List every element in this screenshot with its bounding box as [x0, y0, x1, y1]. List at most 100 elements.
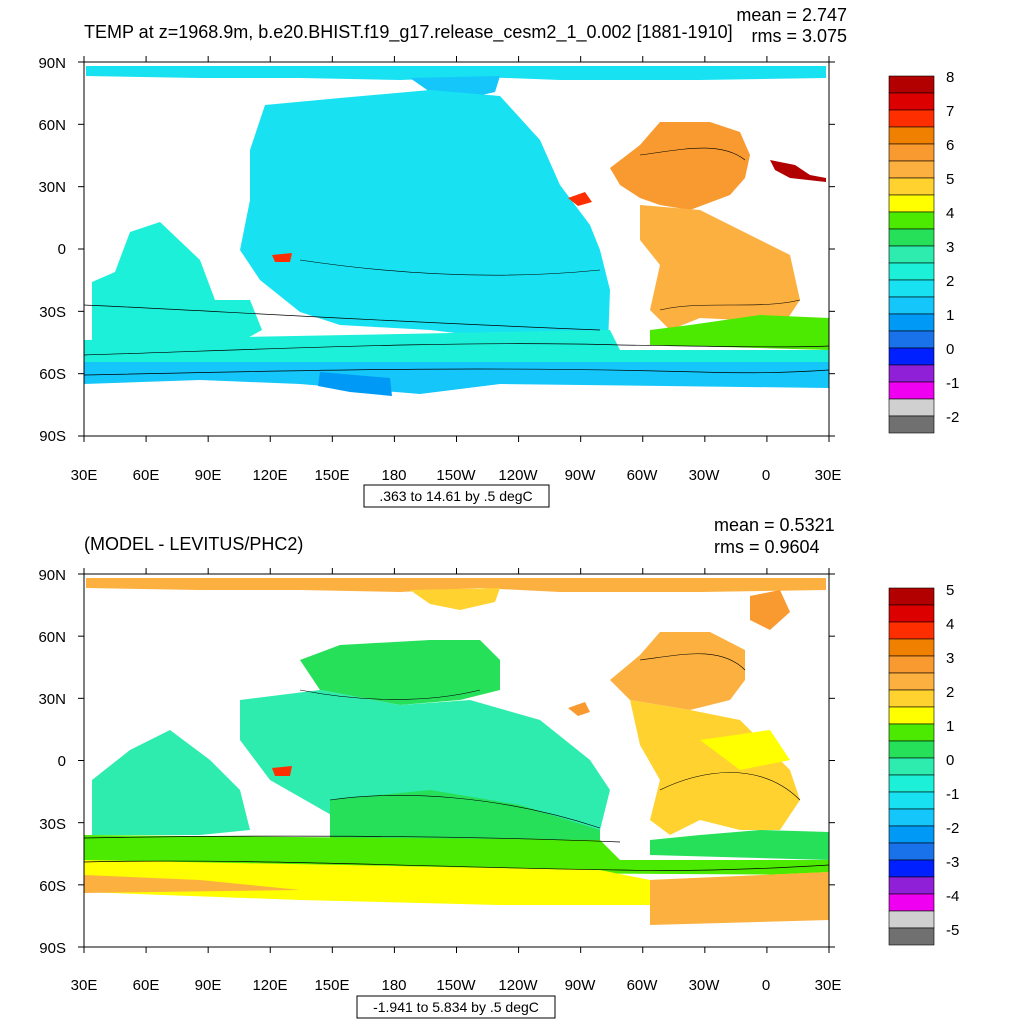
lon-label: 150W — [436, 467, 476, 484]
panel-1-lat-labels: 90N 60N 30N 0 30S 60S 90S — [38, 55, 66, 445]
indonesia-hot-spot — [272, 766, 292, 776]
southern-band-1 — [84, 330, 829, 362]
lat-label: 60N — [38, 117, 66, 134]
lat-label: 60N — [38, 629, 66, 646]
contour-6 — [659, 772, 801, 801]
lon-label: 120W — [498, 977, 538, 994]
lon-label: 90E — [195, 467, 222, 484]
panel-1-info-box: .363 to 14.61 by .5 degC — [363, 484, 550, 508]
colorbar-box — [888, 109, 935, 128]
lon-label: 180 — [381, 977, 406, 994]
lon-label: 150E — [314, 467, 349, 484]
lat-label: 0 — [58, 753, 66, 770]
panel-2-colorbar: 5 4 3 2 1 0 -1 -2 -3 -4 -5 — [888, 582, 959, 946]
colorbar-box — [888, 262, 935, 281]
colorbar-label: 8 — [946, 69, 954, 86]
contour-2 — [84, 860, 829, 871]
gulf-spot — [568, 702, 590, 716]
lon-label: 0 — [762, 467, 770, 484]
colorbar-box — [888, 638, 935, 657]
panel-2-colorbar-labels: 5 4 3 2 1 0 -1 -2 -3 -4 -5 — [946, 582, 959, 939]
colorbar-box — [888, 347, 935, 366]
panel-2-title: (MODEL - LEVITUS/PHC2) — [84, 534, 303, 554]
colorbar-box — [888, 910, 935, 929]
atlantic-north — [610, 632, 745, 710]
pacific-north — [300, 640, 500, 705]
colorbar-label: 1 — [946, 307, 954, 324]
colorbar-box — [888, 791, 935, 810]
colorbar-box — [888, 706, 935, 725]
colorbar-box — [888, 808, 935, 827]
nordic-sea-patch — [750, 590, 790, 630]
arctic-cold-patch — [410, 76, 500, 100]
panel-2-rms: rms = 0.9604 — [714, 537, 820, 557]
colorbar-label: 3 — [946, 650, 954, 667]
colorbar-box — [888, 757, 935, 776]
colorbar-label: -1 — [946, 786, 959, 803]
panel-1-lon-labels: 30E 60E 90E 120E 150E 180 150W 120W 90W … — [71, 467, 842, 484]
colorbar-label: 0 — [946, 341, 954, 358]
indian-ocean — [92, 730, 250, 835]
panel-1-colorbar-boxes — [888, 75, 935, 434]
colorbar-box — [888, 859, 935, 878]
colorbar-box — [888, 381, 935, 400]
colorbar-label: -3 — [946, 854, 959, 871]
lon-label: 90W — [565, 977, 597, 994]
contour-3 — [84, 368, 829, 376]
colorbar-box — [888, 621, 935, 640]
atlantic-tropical — [640, 205, 800, 330]
colorbar-box — [888, 927, 935, 946]
colorbar-box — [888, 330, 935, 349]
colorbar-box — [888, 228, 935, 247]
lat-label: 0 — [58, 241, 66, 258]
panel-1-colorbar-labels: 8 7 6 5 4 3 2 1 0 -1 -2 — [946, 69, 959, 426]
lon-label: 180 — [381, 467, 406, 484]
colorbar-box — [888, 279, 935, 298]
panel-2: (MODEL - LEVITUS/PHC2) mean = 0.5321 rms… — [38, 515, 959, 1019]
lon-label: 60W — [627, 467, 659, 484]
lon-label: 120W — [498, 467, 538, 484]
lon-label: 60E — [133, 467, 160, 484]
atlantic-north — [610, 122, 750, 210]
lat-label: 30S — [39, 304, 66, 321]
lat-label: 30N — [38, 179, 66, 196]
lat-label: 90N — [38, 55, 66, 72]
panel-2-info-box: -1.941 to 5.834 by .5 degC — [356, 995, 556, 1019]
panel-1-rms: rms = 3.075 — [751, 26, 847, 46]
contour-3 — [299, 689, 481, 700]
atlantic-tropical — [630, 700, 800, 835]
colorbar-label: 5 — [946, 171, 954, 188]
gulf-hot-spot — [568, 192, 592, 206]
lat-label: 90S — [39, 940, 66, 957]
colorbar-box — [888, 211, 935, 230]
panel-2-map — [84, 574, 829, 947]
lat-label: 60S — [39, 366, 66, 383]
lon-label: 120E — [252, 977, 287, 994]
panel-1: TEMP at z=1968.9m, b.e20.BHIST.f19_g17.r… — [38, 5, 959, 508]
contour-5 — [639, 147, 746, 161]
colorbar-box — [888, 825, 935, 844]
colorbar-label: 1 — [946, 718, 954, 735]
colorbar-label: -2 — [946, 409, 959, 426]
lon-label: 120E — [252, 467, 287, 484]
lon-label: 90W — [565, 467, 597, 484]
contour-2 — [84, 343, 829, 356]
panel-2-colorbar-boxes — [888, 587, 935, 946]
colorbar-label: 5 — [946, 582, 954, 599]
lon-label: 30E — [71, 977, 98, 994]
panel-1-title: TEMP at z=1968.9m, b.e20.BHIST.f19_g17.r… — [84, 22, 733, 43]
colorbar-label: -5 — [946, 922, 959, 939]
southern-orange-band — [84, 875, 300, 893]
southern-yellow-band — [84, 860, 829, 905]
colorbar-box — [888, 893, 935, 912]
contour-4 — [299, 259, 601, 276]
colorbar-box — [888, 689, 935, 708]
colorbar-box — [888, 245, 935, 264]
colorbar-box — [888, 876, 935, 895]
lon-label: 150W — [436, 977, 476, 994]
arctic-warm-patch — [410, 588, 500, 610]
colorbar-label: 7 — [946, 103, 954, 120]
colorbar-box — [888, 92, 935, 111]
arctic-ocean — [86, 66, 826, 80]
lon-label: 90E — [195, 977, 222, 994]
